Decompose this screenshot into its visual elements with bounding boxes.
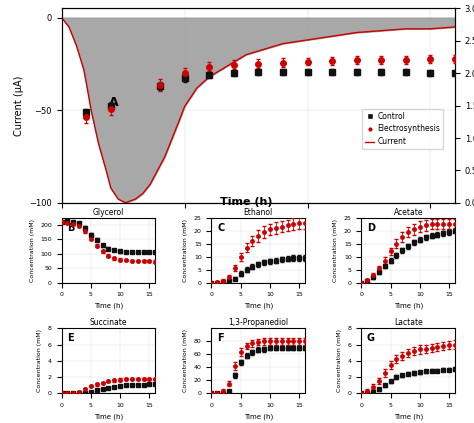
Title: Glycerol: Glycerol (93, 208, 124, 217)
Text: D: D (367, 222, 375, 233)
Title: Lactate: Lactate (394, 319, 423, 327)
Y-axis label: Concentration (mM): Concentration (mM) (337, 330, 342, 393)
Text: F: F (217, 333, 224, 343)
Title: Succinate: Succinate (90, 319, 127, 327)
Y-axis label: Concentration (mM): Concentration (mM) (333, 219, 338, 282)
Y-axis label: Current (μA): Current (μA) (14, 75, 24, 136)
Text: Time (h): Time (h) (220, 197, 273, 207)
Title: Acetate: Acetate (393, 208, 423, 217)
Y-axis label: Concentration (mM): Concentration (mM) (29, 219, 35, 282)
X-axis label: Time (h): Time (h) (393, 303, 423, 310)
Legend: Control, Electrosynthesis, Current: Control, Electrosynthesis, Current (362, 109, 443, 149)
Text: E: E (67, 333, 74, 343)
Title: 1,3-Propanediol: 1,3-Propanediol (228, 319, 288, 327)
X-axis label: Time (h): Time (h) (244, 414, 273, 420)
Text: G: G (367, 333, 375, 343)
X-axis label: Time (h): Time (h) (94, 414, 123, 420)
X-axis label: Time (h): Time (h) (244, 303, 273, 310)
Text: C: C (217, 222, 224, 233)
Y-axis label: Concentration (mM): Concentration (mM) (37, 330, 42, 393)
X-axis label: Time (h): Time (h) (94, 303, 123, 310)
Y-axis label: Concentration (mM): Concentration (mM) (183, 219, 188, 282)
Text: B: B (67, 222, 74, 233)
Text: A: A (109, 96, 118, 109)
Y-axis label: Concentration (mM): Concentration (mM) (183, 330, 188, 393)
Title: Ethanol: Ethanol (244, 208, 273, 217)
X-axis label: Time (h): Time (h) (393, 414, 423, 420)
